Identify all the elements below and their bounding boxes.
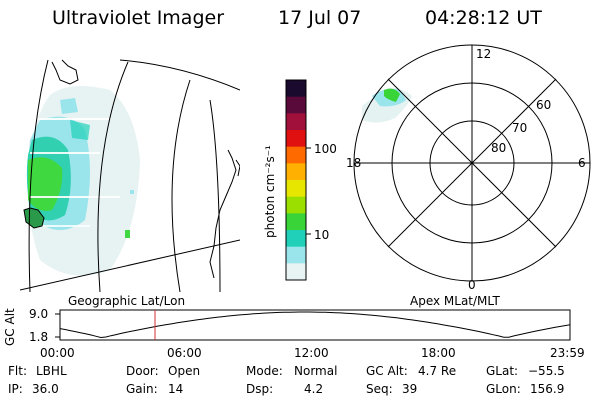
- glat-label: GLat:: [486, 364, 519, 378]
- colorbar-band: [286, 213, 306, 231]
- apex-label: Apex MLat/MLT: [410, 294, 500, 308]
- colorbar-band: [286, 130, 306, 148]
- x-tick-1200: 12:00: [294, 346, 329, 360]
- dsp-value: 4.2: [304, 382, 324, 396]
- filter-label: Flt:: [8, 364, 27, 378]
- colorbar-band: [286, 246, 306, 264]
- altitude-y-max: 9.0: [29, 307, 49, 321]
- aurora-emission: [26, 86, 140, 276]
- seq-label: Seq:: [366, 382, 393, 396]
- colorbar-band: [286, 80, 306, 98]
- colorbar-tick-10: 10: [314, 228, 330, 242]
- colorbar-band: [286, 146, 306, 164]
- colorbar: [285, 79, 311, 281]
- altitude-axis-label: GC Alt: [3, 308, 17, 346]
- mlat-label-70: 70: [512, 121, 528, 135]
- geographic-map: [20, 59, 240, 292]
- mlat-label-60: 60: [536, 98, 552, 112]
- filter-value: LBHL: [36, 364, 67, 378]
- instrument-title: Ultraviolet Imager: [52, 7, 225, 29]
- colorbar-band: [286, 263, 306, 281]
- colorbar-band: [286, 113, 306, 131]
- colorbar-unit-label: photon cm⁻²s⁻¹: [263, 145, 277, 238]
- gcalt-label: GC Alt:: [366, 364, 408, 378]
- geographic-label: Geographic Lat/Lon: [68, 294, 186, 308]
- glon-value: 156.9: [530, 382, 565, 396]
- gcalt-value: 4.7 Re: [418, 364, 457, 378]
- ip-label: IP:: [8, 382, 23, 396]
- mode-label: Mode:: [246, 364, 283, 378]
- x-tick-2359: 23:59: [550, 346, 585, 360]
- seq-value: 39: [402, 382, 418, 396]
- altitude-y-min: 1.8: [29, 330, 49, 344]
- x-tick-0000: 00:00: [40, 346, 75, 360]
- gain-value: 14: [168, 382, 184, 396]
- lat-lon-grid: [20, 59, 240, 292]
- dsp-label: Dsp:: [246, 382, 274, 396]
- x-tick-1800: 18:00: [421, 346, 456, 360]
- colorbar-band: [286, 96, 306, 114]
- colorbar-band: [286, 196, 306, 214]
- colorbar-band: [286, 230, 306, 248]
- glon-label: GLon:: [486, 382, 521, 396]
- polar-plot: [353, 44, 591, 282]
- colorbar-tick-100: 100: [314, 142, 337, 156]
- gain-label: Gain:: [126, 382, 158, 396]
- mlt-label-0: 0: [468, 278, 476, 292]
- altitude-plot: [55, 309, 571, 341]
- colorbar-band: [286, 163, 306, 181]
- colorbar-band: [286, 180, 306, 198]
- mode-value: Normal: [294, 364, 338, 378]
- x-tick-0600: 06:00: [167, 346, 202, 360]
- mlt-label-18: 18: [346, 156, 362, 170]
- door-value: Open: [168, 364, 201, 378]
- time-label: 04:28:12 UT: [425, 7, 542, 29]
- date-label: 17 Jul 07: [278, 7, 362, 29]
- door-label: Door:: [126, 364, 159, 378]
- mlt-label-12: 12: [476, 47, 492, 61]
- ip-value: 36.0: [32, 382, 59, 396]
- mlt-label-6: 6: [578, 156, 586, 170]
- mlat-label-80: 80: [491, 141, 507, 155]
- glat-value: −55.5: [528, 364, 565, 378]
